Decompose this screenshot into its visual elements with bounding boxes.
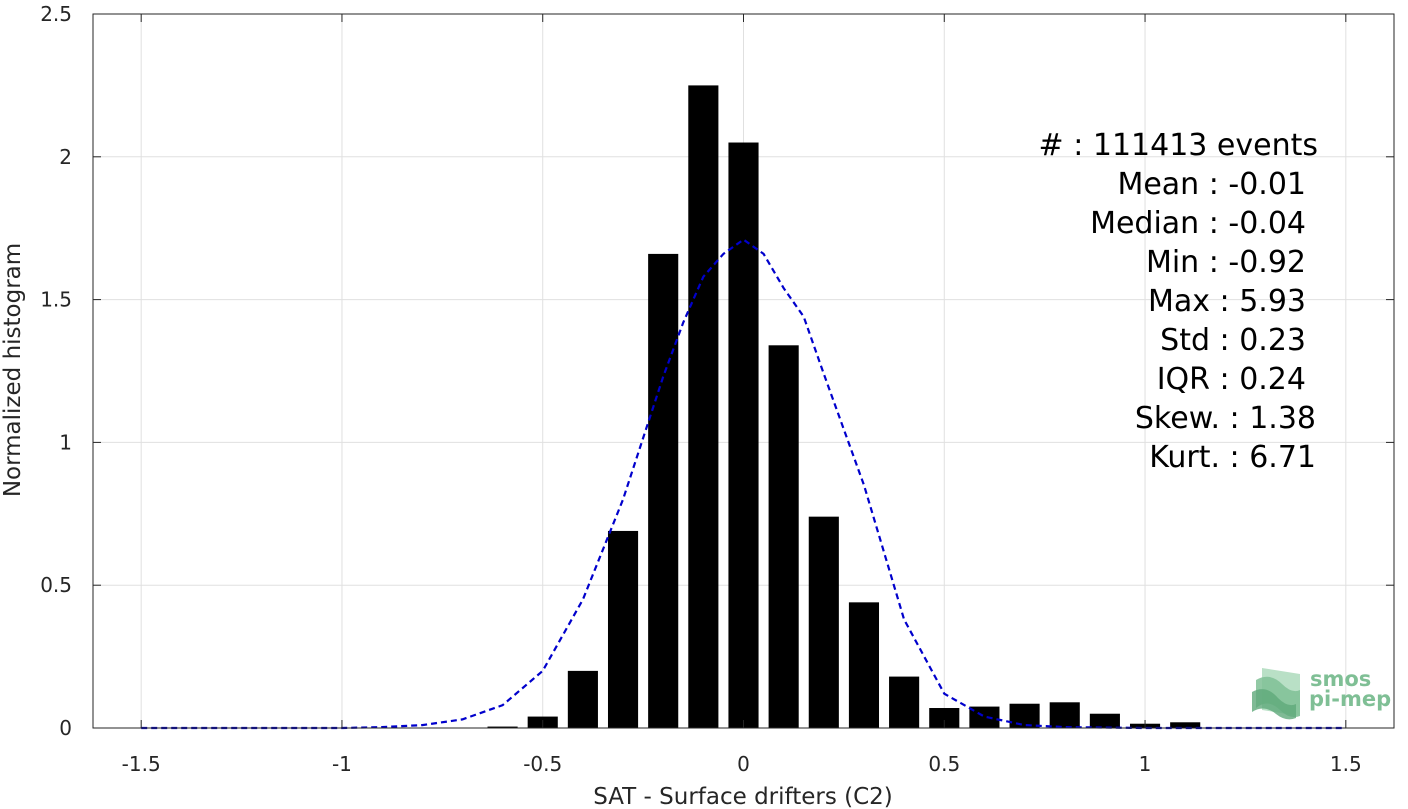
- x-tick-label: -1.5: [122, 752, 161, 776]
- y-axis-label: Normalized histogram: [0, 243, 26, 497]
- stat-iqr: IQR : 0.24: [1157, 362, 1306, 397]
- histogram-bar: [1170, 722, 1201, 728]
- stat-std: Std : 0.23: [1160, 323, 1306, 358]
- y-tick-label: 2: [59, 145, 72, 169]
- x-tick-labels: -1.5 -1 -0.5 0 0.5 1 1.5: [122, 752, 1362, 776]
- logo-mark-icon: [1252, 668, 1300, 720]
- bars: [487, 85, 1201, 729]
- histogram-bar: [1049, 702, 1080, 728]
- fit-curve: [141, 238, 1346, 730]
- x-tick-label: -0.5: [523, 752, 562, 776]
- histogram-bar: [929, 708, 960, 728]
- y-tick-labels: 0 0.5 1 1.5 2 2.5: [40, 2, 72, 740]
- x-axis-label: SAT - Surface drifters (C2): [593, 784, 893, 809]
- histogram-bar: [648, 253, 679, 729]
- x-tick-label: -1: [332, 752, 352, 776]
- histogram-bar: [808, 516, 839, 728]
- histogram-bar: [1089, 713, 1120, 728]
- stat-kurt: Kurt. : 6.71: [1149, 440, 1316, 475]
- histogram-bar: [567, 670, 598, 728]
- x-tick-label: 1.5: [1330, 752, 1362, 776]
- axis-ticks: [93, 13, 1394, 729]
- x-tick-label: 0: [737, 752, 750, 776]
- histogram-bar: [768, 345, 799, 728]
- histogram-bar: [1009, 703, 1040, 728]
- stat-median: Median : -0.04: [1090, 206, 1306, 241]
- stat-events: # : 111413 events: [1039, 128, 1318, 163]
- histogram-bar: [848, 602, 880, 728]
- histogram-bar: [728, 142, 759, 728]
- x-tick-label: 0.5: [928, 752, 960, 776]
- y-tick-label: 0.5: [40, 573, 72, 597]
- histogram-bar: [969, 706, 1000, 728]
- y-tick-label: 0: [59, 716, 72, 740]
- stat-min: Min : -0.92: [1146, 245, 1306, 280]
- logo-line2: pi-mep: [1309, 687, 1391, 711]
- x-tick-label: 1: [1139, 752, 1152, 776]
- stats-box: # : 111413 events Mean : -0.01 Median : …: [1039, 128, 1318, 475]
- y-tick-label: 1: [59, 430, 72, 454]
- histogram-bar: [487, 726, 518, 728]
- y-tick-label: 2.5: [40, 2, 72, 26]
- smos-pi-mep-logo: smos pi-mep: [1252, 667, 1391, 720]
- logo-line1: smos: [1310, 667, 1371, 691]
- stat-max: Max : 5.93: [1148, 284, 1306, 319]
- histogram-bar: [607, 530, 639, 728]
- histogram-bar: [889, 676, 920, 728]
- y-tick-label: 1.5: [40, 288, 72, 312]
- stat-skew: Skew. : 1.38: [1135, 401, 1316, 436]
- histogram-bar: [688, 85, 719, 728]
- stat-mean: Mean : -0.01: [1117, 167, 1306, 202]
